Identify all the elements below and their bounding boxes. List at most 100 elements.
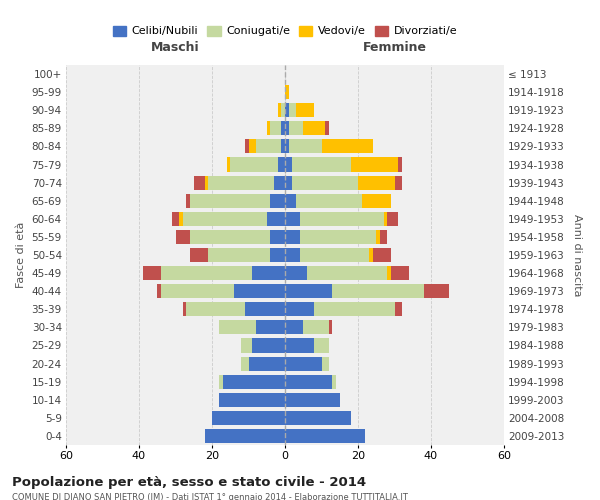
Bar — [256, 140, 281, 153]
Bar — [322, 356, 329, 370]
Bar — [296, 103, 314, 118]
Bar — [292, 176, 358, 190]
Bar — [183, 302, 187, 316]
Bar — [285, 176, 292, 190]
Bar — [285, 103, 289, 118]
Bar — [212, 411, 285, 425]
Bar — [332, 374, 336, 388]
Bar — [373, 248, 391, 262]
Text: Maschi: Maschi — [151, 41, 200, 54]
Bar — [245, 140, 248, 153]
Bar — [248, 140, 256, 153]
Bar — [205, 176, 208, 190]
Bar — [205, 429, 285, 443]
Bar — [376, 230, 380, 244]
Bar — [303, 320, 329, 334]
Bar — [285, 320, 303, 334]
Bar — [314, 302, 395, 316]
Bar — [296, 194, 362, 208]
Bar — [271, 248, 285, 262]
Bar — [285, 212, 299, 226]
Bar — [398, 158, 402, 172]
Bar — [289, 140, 322, 153]
Bar — [190, 248, 208, 262]
Bar — [285, 302, 314, 316]
Bar — [157, 284, 161, 298]
Bar — [299, 248, 369, 262]
Bar — [285, 230, 299, 244]
Bar — [329, 320, 332, 334]
Bar — [285, 392, 340, 407]
Bar — [241, 356, 248, 370]
Bar — [285, 284, 332, 298]
Bar — [227, 158, 230, 172]
Bar — [241, 338, 252, 352]
Bar — [281, 103, 285, 118]
Bar — [387, 266, 391, 280]
Bar — [285, 140, 289, 153]
Bar — [285, 158, 292, 172]
Bar — [307, 266, 387, 280]
Bar — [285, 266, 307, 280]
Bar — [176, 230, 190, 244]
Bar — [143, 266, 161, 280]
Bar — [387, 212, 398, 226]
Bar — [252, 338, 285, 352]
Bar — [380, 230, 387, 244]
Legend: Celibi/Nubili, Coniugati/e, Vedovi/e, Divorziati/e: Celibi/Nubili, Coniugati/e, Vedovi/e, Di… — [109, 21, 461, 41]
Bar — [395, 302, 402, 316]
Bar — [285, 194, 296, 208]
Bar — [303, 122, 325, 136]
Bar — [289, 103, 296, 118]
Bar — [325, 122, 329, 136]
Text: COMUNE DI DIANO SAN PIETRO (IM) - Dati ISTAT 1° gennaio 2014 - Elaborazione TUTT: COMUNE DI DIANO SAN PIETRO (IM) - Dati I… — [12, 493, 408, 500]
Bar — [187, 302, 245, 316]
Bar — [271, 230, 285, 244]
Bar — [289, 122, 303, 136]
Bar — [358, 176, 395, 190]
Bar — [299, 230, 376, 244]
Bar — [187, 194, 190, 208]
Bar — [395, 176, 402, 190]
Bar — [183, 212, 267, 226]
Bar — [281, 140, 285, 153]
Bar — [256, 320, 285, 334]
Bar — [322, 140, 373, 153]
Bar — [271, 194, 285, 208]
Bar — [278, 103, 281, 118]
Bar — [391, 266, 409, 280]
Bar — [234, 284, 285, 298]
Bar — [332, 284, 424, 298]
Bar — [245, 302, 285, 316]
Bar — [190, 194, 271, 208]
Bar — [362, 194, 391, 208]
Bar — [161, 266, 252, 280]
Bar — [285, 248, 299, 262]
Bar — [179, 212, 183, 226]
Bar — [281, 122, 285, 136]
Bar — [285, 374, 332, 388]
Bar — [248, 356, 285, 370]
Bar — [190, 230, 271, 244]
Bar — [285, 122, 289, 136]
Bar — [172, 212, 179, 226]
Bar — [285, 411, 350, 425]
Bar — [369, 248, 373, 262]
Bar — [267, 212, 285, 226]
Y-axis label: Fasce di età: Fasce di età — [16, 222, 26, 288]
Bar — [194, 176, 205, 190]
Bar — [292, 158, 350, 172]
Bar — [220, 374, 223, 388]
Bar — [383, 212, 387, 226]
Bar — [424, 284, 449, 298]
Bar — [220, 320, 256, 334]
Y-axis label: Anni di nascita: Anni di nascita — [572, 214, 581, 296]
Bar — [285, 338, 314, 352]
Bar — [274, 176, 285, 190]
Bar — [223, 374, 285, 388]
Bar — [278, 158, 285, 172]
Bar — [208, 176, 274, 190]
Bar — [314, 338, 329, 352]
Bar — [208, 248, 271, 262]
Bar — [161, 284, 234, 298]
